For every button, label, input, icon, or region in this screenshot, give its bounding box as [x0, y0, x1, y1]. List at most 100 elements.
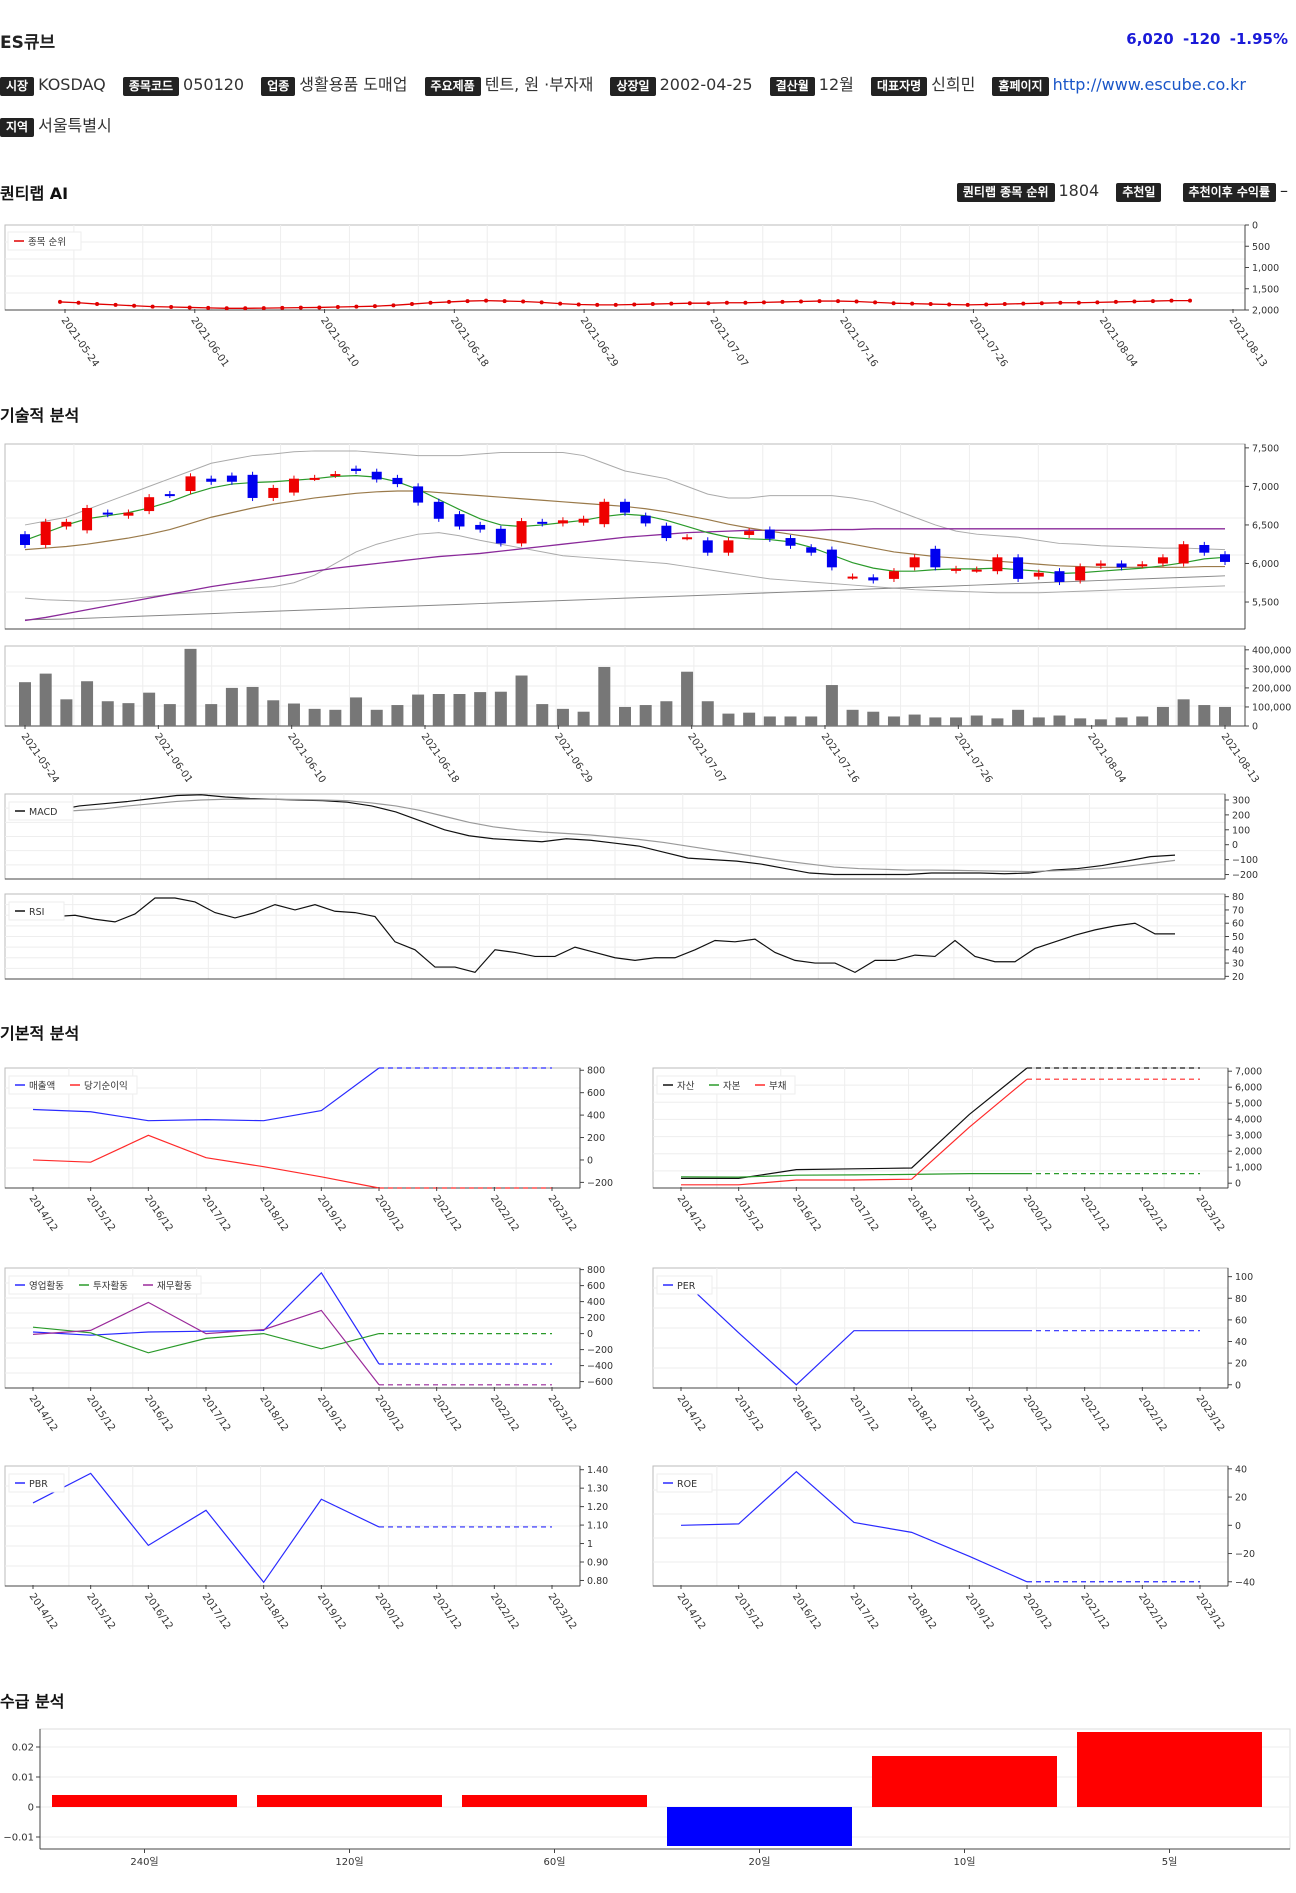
x-tick-label: 2021-07-26: [952, 731, 994, 782]
rank-point: [965, 302, 970, 307]
x-tick-label: 2021-06-29: [552, 731, 594, 782]
x-tick-label: 2015/12: [732, 1591, 765, 1631]
volume-bar: [784, 716, 797, 726]
ceo-value: 신희민: [931, 75, 976, 94]
pbr-chart-wrap: 1.40 1.30 1.20 1.10 1 0.90 0.80 PBR 2014/12 2015/…: [0, 1458, 648, 1657]
rank-point: [58, 299, 62, 304]
rank-point: [687, 301, 692, 306]
y-tick-label: 50: [1232, 932, 1244, 943]
homepage-link[interactable]: http://www.escube.co.kr: [1052, 75, 1246, 94]
volume-bar: [515, 675, 528, 726]
candle-body: [392, 477, 403, 485]
x-tick-label: 2020/12: [373, 1193, 406, 1233]
rank-point: [595, 302, 600, 307]
x-tick-label: 2021/12: [1078, 1393, 1111, 1433]
volume-bar: [825, 685, 838, 726]
candle-body: [1157, 557, 1168, 564]
volume-bar: [19, 682, 31, 726]
candle-body: [744, 531, 755, 535]
volume-bar: [370, 709, 383, 726]
rank-point: [465, 299, 470, 304]
series-line: [54, 794, 1176, 876]
y-tick-label: 3,000: [1235, 1131, 1262, 1142]
y-tick-label: 300: [1232, 795, 1250, 806]
x-tick-label: 2021-06-29: [578, 315, 620, 369]
x-tick-label: 2021-07-26: [967, 315, 1009, 369]
y-tick-label: 7,000: [1235, 1067, 1262, 1078]
volume-bar: [81, 681, 94, 726]
x-tick-label: 2014/12: [27, 1591, 60, 1631]
y-tick-label: 40: [1235, 1337, 1247, 1348]
volume-bar: [122, 703, 135, 726]
x-tick-label: 120일: [335, 1856, 363, 1868]
volume-bar: [1012, 709, 1025, 726]
x-tick-label: 2014/12: [675, 1193, 708, 1233]
ma-very-long-line: [24, 575, 1226, 621]
volume-bar: [1074, 718, 1087, 726]
y-tick-label: −400: [587, 1361, 613, 1372]
price-change-pct: -1.95%: [1229, 30, 1288, 48]
x-tick-label: 2015/12: [732, 1393, 765, 1433]
y-tick-label: 4,000: [1235, 1115, 1262, 1126]
volume-bar: [39, 673, 52, 726]
plot-area: [652, 1465, 1229, 1587]
listing-value: 2002-04-25: [659, 75, 753, 94]
series-line: [680, 1278, 1027, 1386]
x-tick-label: 2015/12: [84, 1193, 117, 1233]
x-tick-label: 2020/12: [1021, 1393, 1054, 1433]
candle-body: [330, 474, 341, 477]
x-tick-label: 2019/12: [315, 1193, 348, 1233]
series-line: [32, 1067, 380, 1122]
volume-bar: [329, 709, 342, 726]
rank-point: [132, 303, 137, 308]
volume-bar: [163, 704, 176, 726]
x-tick-label: 2019/12: [963, 1393, 996, 1433]
candle-body: [537, 521, 548, 524]
volume-bar: [287, 703, 300, 726]
volume-bar: [846, 709, 859, 726]
y-tick-label: 60: [1235, 1315, 1247, 1326]
rank-point: [187, 305, 192, 310]
assets-chart: 7,000 6,000 5,000 4,000 3,000 2,000 1,000 0 자산 자본…: [652, 1067, 1262, 1234]
rank-point: [1113, 299, 1118, 304]
volume-bar: [639, 705, 652, 726]
volume-bar: [1156, 706, 1169, 726]
rank-point: [428, 300, 433, 305]
candle-body: [144, 497, 155, 512]
x-tick-label: 2021/12: [430, 1193, 463, 1233]
volume-bar: [660, 701, 673, 726]
y-tick-label: 7,000: [1252, 482, 1279, 493]
candle-body: [206, 478, 217, 482]
legend-label: PBR: [29, 1479, 48, 1490]
candle-body: [1095, 563, 1106, 566]
y-tick-label: 200: [587, 1133, 605, 1144]
candle-body: [557, 520, 568, 524]
volume-bar: [391, 705, 404, 726]
legend-box: [8, 901, 65, 921]
candle-body: [1137, 564, 1148, 567]
y-tick-label: −0.01: [3, 1833, 34, 1844]
candle-body: [620, 501, 630, 513]
volume-bar: [412, 694, 425, 726]
x-tick-label: 2019/12: [315, 1393, 348, 1433]
x-tick-label: 20일: [749, 1856, 771, 1868]
rank-point: [224, 306, 229, 311]
x-tick-label: 240일: [130, 1856, 158, 1868]
y-tick-label: −200: [587, 1178, 613, 1189]
candle-body: [578, 518, 589, 523]
rank-point: [650, 302, 655, 307]
candle-body: [868, 577, 879, 581]
x-tick-label: 2016/12: [790, 1591, 823, 1631]
rank-point: [447, 299, 452, 304]
volume-bar: [143, 692, 156, 726]
supply-bar: [462, 1795, 647, 1807]
rank-point: [298, 305, 303, 310]
price-chart-wrap: 5,500 6,000 6,500 7,000 7,500: [0, 440, 1296, 639]
legend-label: 재무활동: [157, 1280, 192, 1292]
rank-point: [261, 306, 266, 311]
x-tick-label: 2018/12: [257, 1393, 290, 1433]
candle-body: [309, 477, 320, 480]
volume-bar: [205, 704, 218, 726]
candle-body: [930, 548, 941, 568]
series-line: [32, 1326, 380, 1354]
